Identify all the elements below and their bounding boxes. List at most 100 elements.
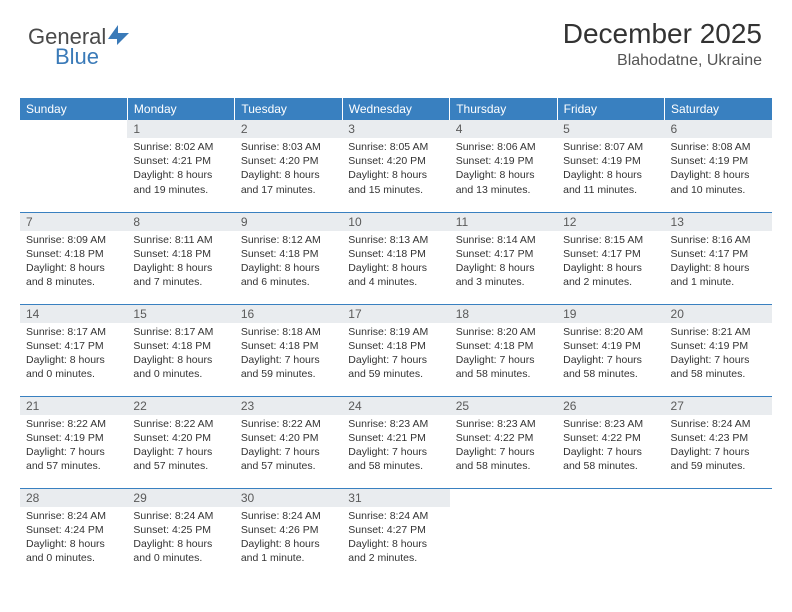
day-details: Sunrise: 8:20 AMSunset: 4:18 PMDaylight:… — [450, 323, 557, 386]
day-details: Sunrise: 8:23 AMSunset: 4:22 PMDaylight:… — [557, 415, 664, 478]
calendar-cell: 14Sunrise: 8:17 AMSunset: 4:17 PMDayligh… — [20, 304, 127, 396]
day-details: Sunrise: 8:24 AMSunset: 4:25 PMDaylight:… — [127, 507, 234, 570]
calendar-cell: 25Sunrise: 8:23 AMSunset: 4:22 PMDayligh… — [450, 396, 557, 488]
calendar-cell: 3Sunrise: 8:05 AMSunset: 4:20 PMDaylight… — [342, 120, 449, 212]
logo-text-blue: Blue — [55, 44, 99, 70]
calendar-cell: 28Sunrise: 8:24 AMSunset: 4:24 PMDayligh… — [20, 488, 127, 580]
day-details: Sunrise: 8:22 AMSunset: 4:19 PMDaylight:… — [20, 415, 127, 478]
calendar-cell: 4Sunrise: 8:06 AMSunset: 4:19 PMDaylight… — [450, 120, 557, 212]
day-details: Sunrise: 8:22 AMSunset: 4:20 PMDaylight:… — [127, 415, 234, 478]
calendar-cell: 6Sunrise: 8:08 AMSunset: 4:19 PMDaylight… — [665, 120, 772, 212]
weekday-header: Monday — [127, 98, 234, 120]
calendar-cell: 7Sunrise: 8:09 AMSunset: 4:18 PMDaylight… — [20, 212, 127, 304]
calendar-cell: 21Sunrise: 8:22 AMSunset: 4:19 PMDayligh… — [20, 396, 127, 488]
day-details: Sunrise: 8:05 AMSunset: 4:20 PMDaylight:… — [342, 138, 449, 201]
day-number: 9 — [235, 213, 342, 231]
day-number: 22 — [127, 397, 234, 415]
day-details: Sunrise: 8:06 AMSunset: 4:19 PMDaylight:… — [450, 138, 557, 201]
day-details: Sunrise: 8:20 AMSunset: 4:19 PMDaylight:… — [557, 323, 664, 386]
day-details: Sunrise: 8:07 AMSunset: 4:19 PMDaylight:… — [557, 138, 664, 201]
calendar-cell: 19Sunrise: 8:20 AMSunset: 4:19 PMDayligh… — [557, 304, 664, 396]
weekday-header: Wednesday — [342, 98, 449, 120]
calendar-cell: 8Sunrise: 8:11 AMSunset: 4:18 PMDaylight… — [127, 212, 234, 304]
calendar-week-row: 14Sunrise: 8:17 AMSunset: 4:17 PMDayligh… — [20, 304, 772, 396]
day-number: 21 — [20, 397, 127, 415]
calendar-cell: 1Sunrise: 8:02 AMSunset: 4:21 PMDaylight… — [127, 120, 234, 212]
day-details: Sunrise: 8:02 AMSunset: 4:21 PMDaylight:… — [127, 138, 234, 201]
calendar-cell: 30Sunrise: 8:24 AMSunset: 4:26 PMDayligh… — [235, 488, 342, 580]
day-details: Sunrise: 8:11 AMSunset: 4:18 PMDaylight:… — [127, 231, 234, 294]
day-number: 13 — [665, 213, 772, 231]
day-number: 7 — [20, 213, 127, 231]
day-number: 5 — [557, 120, 664, 138]
calendar-cell: 9Sunrise: 8:12 AMSunset: 4:18 PMDaylight… — [235, 212, 342, 304]
day-details: Sunrise: 8:21 AMSunset: 4:19 PMDaylight:… — [665, 323, 772, 386]
weekday-header-row: SundayMondayTuesdayWednesdayThursdayFrid… — [20, 98, 772, 120]
day-details: Sunrise: 8:09 AMSunset: 4:18 PMDaylight:… — [20, 231, 127, 294]
weekday-header: Thursday — [450, 98, 557, 120]
calendar-cell: 22Sunrise: 8:22 AMSunset: 4:20 PMDayligh… — [127, 396, 234, 488]
day-number: 4 — [450, 120, 557, 138]
day-number: 27 — [665, 397, 772, 415]
day-number: 20 — [665, 305, 772, 323]
day-number: 12 — [557, 213, 664, 231]
day-number: 23 — [235, 397, 342, 415]
day-details: Sunrise: 8:24 AMSunset: 4:26 PMDaylight:… — [235, 507, 342, 570]
day-number: 25 — [450, 397, 557, 415]
weekday-header: Saturday — [665, 98, 772, 120]
weekday-header: Sunday — [20, 98, 127, 120]
day-number: 2 — [235, 120, 342, 138]
day-number: 14 — [20, 305, 127, 323]
day-details: Sunrise: 8:17 AMSunset: 4:18 PMDaylight:… — [127, 323, 234, 386]
calendar-cell: 2Sunrise: 8:03 AMSunset: 4:20 PMDaylight… — [235, 120, 342, 212]
calendar-cell: 23Sunrise: 8:22 AMSunset: 4:20 PMDayligh… — [235, 396, 342, 488]
weekday-header: Tuesday — [235, 98, 342, 120]
day-details: Sunrise: 8:17 AMSunset: 4:17 PMDaylight:… — [20, 323, 127, 386]
day-details: Sunrise: 8:08 AMSunset: 4:19 PMDaylight:… — [665, 138, 772, 201]
day-number: 29 — [127, 489, 234, 507]
calendar-cell: 29Sunrise: 8:24 AMSunset: 4:25 PMDayligh… — [127, 488, 234, 580]
calendar-cell: 24Sunrise: 8:23 AMSunset: 4:21 PMDayligh… — [342, 396, 449, 488]
day-number: 11 — [450, 213, 557, 231]
calendar-week-row: 28Sunrise: 8:24 AMSunset: 4:24 PMDayligh… — [20, 488, 772, 580]
day-details: Sunrise: 8:15 AMSunset: 4:17 PMDaylight:… — [557, 231, 664, 294]
logo-triangle2-icon — [117, 33, 129, 45]
calendar-cell: 15Sunrise: 8:17 AMSunset: 4:18 PMDayligh… — [127, 304, 234, 396]
day-number: 26 — [557, 397, 664, 415]
calendar-cell: 27Sunrise: 8:24 AMSunset: 4:23 PMDayligh… — [665, 396, 772, 488]
calendar-week-row: 21Sunrise: 8:22 AMSunset: 4:19 PMDayligh… — [20, 396, 772, 488]
calendar-cell: 16Sunrise: 8:18 AMSunset: 4:18 PMDayligh… — [235, 304, 342, 396]
page-title: December 2025 — [563, 18, 762, 50]
day-number: 17 — [342, 305, 449, 323]
calendar-cell: 18Sunrise: 8:20 AMSunset: 4:18 PMDayligh… — [450, 304, 557, 396]
calendar-week-row: 1Sunrise: 8:02 AMSunset: 4:21 PMDaylight… — [20, 120, 772, 212]
day-number: 3 — [342, 120, 449, 138]
calendar-cell: 26Sunrise: 8:23 AMSunset: 4:22 PMDayligh… — [557, 396, 664, 488]
day-number: 19 — [557, 305, 664, 323]
day-details: Sunrise: 8:18 AMSunset: 4:18 PMDaylight:… — [235, 323, 342, 386]
calendar-cell: 20Sunrise: 8:21 AMSunset: 4:19 PMDayligh… — [665, 304, 772, 396]
calendar-cell: 17Sunrise: 8:19 AMSunset: 4:18 PMDayligh… — [342, 304, 449, 396]
calendar-table: SundayMondayTuesdayWednesdayThursdayFrid… — [20, 98, 772, 580]
day-number: 18 — [450, 305, 557, 323]
day-details: Sunrise: 8:24 AMSunset: 4:27 PMDaylight:… — [342, 507, 449, 570]
calendar-cell — [20, 120, 127, 212]
day-number: 31 — [342, 489, 449, 507]
calendar-cell: 5Sunrise: 8:07 AMSunset: 4:19 PMDaylight… — [557, 120, 664, 212]
calendar-cell — [665, 488, 772, 580]
day-details: Sunrise: 8:24 AMSunset: 4:24 PMDaylight:… — [20, 507, 127, 570]
day-details: Sunrise: 8:13 AMSunset: 4:18 PMDaylight:… — [342, 231, 449, 294]
calendar-week-row: 7Sunrise: 8:09 AMSunset: 4:18 PMDaylight… — [20, 212, 772, 304]
calendar-cell — [450, 488, 557, 580]
calendar-cell: 13Sunrise: 8:16 AMSunset: 4:17 PMDayligh… — [665, 212, 772, 304]
day-details: Sunrise: 8:03 AMSunset: 4:20 PMDaylight:… — [235, 138, 342, 201]
day-number: 1 — [127, 120, 234, 138]
weekday-header: Friday — [557, 98, 664, 120]
day-number: 30 — [235, 489, 342, 507]
day-number: 15 — [127, 305, 234, 323]
day-details: Sunrise: 8:14 AMSunset: 4:17 PMDaylight:… — [450, 231, 557, 294]
day-details: Sunrise: 8:16 AMSunset: 4:17 PMDaylight:… — [665, 231, 772, 294]
calendar-cell: 31Sunrise: 8:24 AMSunset: 4:27 PMDayligh… — [342, 488, 449, 580]
day-number-empty — [20, 120, 127, 124]
header-block: December 2025 Blahodatne, Ukraine — [563, 18, 762, 70]
